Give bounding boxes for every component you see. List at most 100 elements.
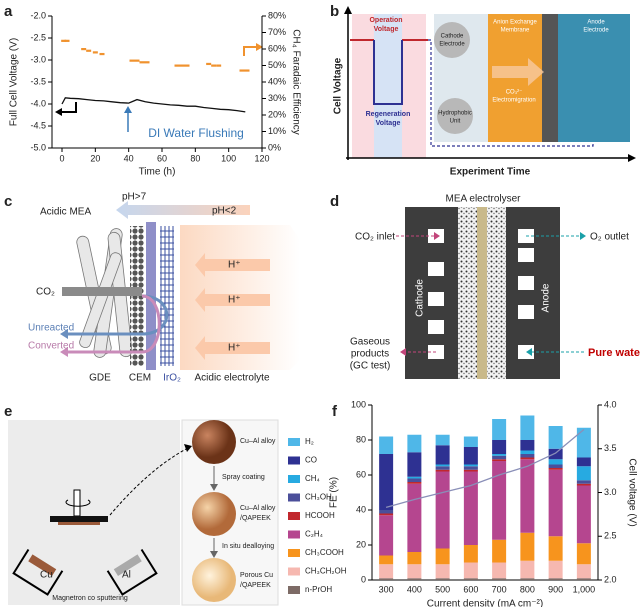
coated-sphere [192, 492, 236, 536]
label: pH>7 [122, 192, 147, 203]
dashed-arrow [109, 447, 189, 516]
label: Cathode [441, 34, 464, 40]
x-tick-label: 120 [254, 153, 269, 163]
legend-label: CH₄ [305, 474, 320, 483]
proton-arrow [195, 253, 270, 277]
label: Electromigration [492, 98, 535, 104]
y-tick-label: -4.5 [30, 120, 46, 130]
bar [492, 539, 507, 563]
point [174, 64, 180, 67]
point [206, 62, 212, 66]
al-gun [106, 548, 158, 596]
arrowhead [60, 329, 68, 339]
bar [463, 545, 478, 563]
proton-arrow [195, 288, 270, 312]
alloy-sphere [192, 420, 236, 464]
label: Porous Cu [240, 572, 273, 579]
panel-label: b [330, 3, 339, 20]
label: H⁺ [228, 343, 241, 354]
bar [379, 515, 394, 556]
y-axis-label: FE (%) [329, 477, 340, 508]
title: Acidic MEA [40, 207, 91, 218]
bar [435, 471, 450, 549]
x-tick-label: 80 [190, 153, 200, 163]
label: IrO₂ [163, 373, 181, 384]
label: CO₃²⁻ [506, 90, 523, 96]
point [144, 61, 150, 64]
panel-c: c Acidic MEA pH>7 pH<2 H⁺ H⁺ H⁺ CO₂ Unre… [4, 192, 300, 384]
legend-swatch [288, 549, 300, 557]
bar [492, 454, 507, 456]
y-tick-label: 60 [356, 469, 366, 479]
point [134, 59, 140, 62]
x-tick-label: 400 [407, 584, 422, 594]
y2-tick-label: 2.5 [604, 531, 617, 541]
iro2 [160, 226, 174, 366]
bar [492, 419, 507, 440]
label: Gaseous [350, 337, 390, 348]
bar [463, 464, 478, 467]
bar [492, 459, 507, 461]
arrowhead [526, 348, 532, 356]
x-tick-label: 60 [157, 153, 167, 163]
y-tick-label: 40 [356, 504, 366, 514]
bar [435, 548, 450, 565]
axis-pointer [60, 102, 77, 113]
legend-label: CO [305, 456, 317, 465]
channels [428, 229, 534, 359]
label: H⁺ [228, 295, 241, 306]
point [211, 64, 217, 67]
substrate [50, 516, 108, 522]
y2-tick-label: 10% [268, 126, 286, 136]
y-tick-label: -2.0 [30, 10, 46, 20]
membrane [477, 207, 487, 379]
legend-label: CH₃OH [305, 493, 332, 502]
axes [346, 12, 630, 160]
x-tick-label: 40 [124, 153, 134, 163]
bar [492, 440, 507, 454]
bar [576, 427, 591, 458]
arrowhead [184, 444, 192, 452]
bar [576, 480, 591, 484]
holder [73, 489, 81, 517]
bar [407, 434, 422, 453]
point [139, 61, 145, 64]
bar [435, 434, 450, 446]
label: CO₂ inlet [355, 232, 395, 243]
bar [435, 578, 450, 580]
label: /QAPEEK [240, 582, 271, 589]
panel-b: b Operation Voltage Regeneration Voltage… [330, 3, 636, 178]
label: Unreacted [28, 323, 74, 334]
rotation [65, 499, 91, 507]
point [81, 48, 87, 51]
x-tick-label: 900 [548, 584, 563, 594]
panel-label: c [4, 193, 12, 210]
bar [576, 564, 591, 579]
bar [379, 555, 394, 565]
hydrophobic-unit [437, 98, 473, 134]
label: CO₂ [36, 287, 55, 298]
bar [379, 510, 394, 514]
y-tick-label: -5.0 [30, 142, 46, 152]
regeneration-trace [373, 40, 403, 105]
label: Acidic electrolyte [194, 373, 269, 384]
migration-arrow [492, 58, 544, 86]
legend-swatch [288, 438, 300, 446]
ph-arrow [116, 201, 250, 219]
panel-label: a [4, 3, 13, 20]
label: products [351, 349, 389, 360]
label: Magnetron co sputtering [52, 595, 128, 602]
label: /QAPEEK [240, 515, 271, 522]
line [61, 97, 246, 113]
y2-tick-label: 50% [268, 60, 286, 70]
legend-label: n-PrOH [305, 585, 332, 594]
title: MEA electrolyser [445, 194, 521, 205]
y-tick-label: 20 [356, 539, 366, 549]
label: H⁺ [228, 260, 241, 271]
legend-label: CH₃COOH [305, 548, 344, 557]
bar [435, 466, 450, 470]
porous-sphere [192, 558, 236, 602]
x-tick-label: 300 [379, 584, 394, 594]
legend-swatch [288, 493, 300, 502]
legend-swatch [288, 475, 300, 483]
